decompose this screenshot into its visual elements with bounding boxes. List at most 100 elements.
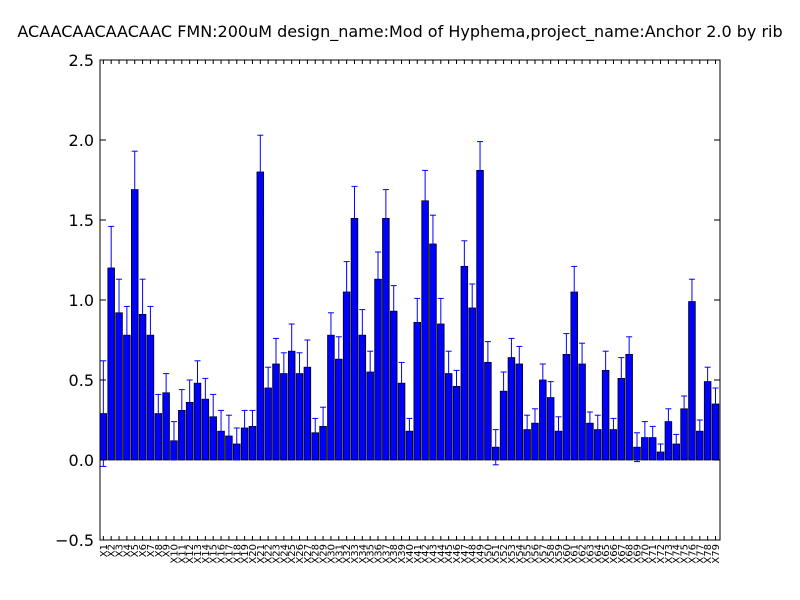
bar-X42: [421, 200, 429, 461]
error-bar-X58: [547, 381, 554, 415]
error-bar-X3: [116, 278, 123, 347]
x-tick-label: X6: [138, 544, 149, 557]
bar-X21: [256, 171, 265, 461]
x-tick-label: X79: [711, 544, 722, 564]
x-tick-label: X70: [640, 544, 651, 564]
x-tick-label: X37: [381, 544, 392, 564]
x-tick-label: X53: [507, 544, 518, 564]
error-bar-X31: [335, 336, 342, 383]
x-tick-label: X54: [515, 544, 526, 564]
x-tick-label: X19: [240, 544, 251, 564]
x-tick-label: X45: [444, 544, 455, 564]
error-bar-X13: [194, 360, 201, 407]
x-tick-label: X29: [319, 544, 330, 564]
x-tick-label: X72: [656, 544, 667, 564]
error-bar-X12: [186, 379, 193, 426]
error-bar-X5: [131, 150, 138, 229]
error-bar-X69: [634, 432, 641, 463]
bars-layer: [99, 169, 720, 461]
x-tick-label: X75: [680, 544, 691, 564]
x-tick-label: X51: [491, 544, 502, 564]
x-tick-label: X59: [554, 544, 565, 564]
error-bar-X19: [241, 409, 248, 447]
x-tick-label: X32: [342, 544, 353, 564]
y-tick-label: 0.5: [69, 371, 94, 390]
error-bar-X8: [155, 393, 162, 434]
x-tick-label: X24: [279, 544, 290, 564]
error-bar-X50: [484, 341, 491, 384]
x-tick-label: X14: [201, 544, 212, 564]
error-bar-X30: [327, 312, 334, 359]
error-bar-X52: [500, 371, 507, 411]
bar-X47: [460, 265, 469, 461]
x-tick-label: X77: [695, 544, 706, 564]
x-tick-label: X50: [483, 544, 494, 564]
x-tick-label: X57: [538, 544, 549, 564]
error-bar-X75: [681, 395, 688, 423]
x-axis: X1X2X3X4X5X6X7X8X9X10X11X12X13X14X15X16X…: [99, 60, 722, 564]
error-bar-X33: [351, 185, 358, 251]
x-tick-label: X11: [177, 544, 188, 564]
error-bar-X45: [445, 350, 452, 397]
x-tick-label: X74: [672, 544, 683, 564]
x-tick-label: X26: [295, 544, 306, 564]
x-tick-label: X2: [107, 544, 118, 557]
error-bar-X39: [398, 361, 405, 405]
error-bar-X59: [555, 416, 562, 447]
error-bar-X41: [414, 297, 421, 347]
error-bar-X18: [233, 427, 240, 461]
error-bar-X70: [641, 421, 648, 455]
error-bar-X78: [704, 366, 711, 397]
x-tick-label: X41: [413, 544, 424, 564]
error-bar-X40: [406, 417, 413, 445]
x-tick-label: X52: [499, 544, 510, 564]
x-tick-label: X10: [169, 544, 180, 564]
x-tick-label: X9: [162, 544, 173, 557]
error-bar-X15: [210, 393, 217, 440]
error-bar-X10: [170, 421, 177, 461]
x-tick-label: X18: [232, 544, 243, 564]
x-tick-label: X44: [436, 544, 447, 564]
error-bar-X57: [539, 363, 546, 397]
x-tick-label: X47: [460, 544, 471, 564]
x-tick-label: X67: [617, 544, 628, 564]
x-tick-label: X15: [209, 544, 220, 564]
error-bar-X77: [696, 419, 703, 443]
error-bar-X14: [202, 377, 209, 421]
x-tick-label: X36: [374, 544, 385, 564]
x-tick-label: X31: [334, 544, 345, 564]
x-tick-label: X34: [358, 544, 369, 564]
error-bar-X1: [100, 360, 107, 467]
x-tick-label: X63: [585, 544, 596, 564]
y-tick-label: 1.0: [69, 291, 94, 310]
x-tick-label: X71: [648, 544, 659, 564]
x-tick-label: X78: [703, 544, 714, 564]
x-tick-label: X7: [146, 544, 157, 557]
x-tick-label: X21: [256, 544, 267, 564]
error-bar-X49: [477, 141, 484, 200]
error-bar-X43: [429, 214, 436, 274]
x-tick-label: X64: [593, 544, 604, 564]
x-tick-label: X60: [562, 544, 573, 564]
x-tick-label: X28: [311, 544, 322, 564]
error-bar-X36: [375, 251, 382, 307]
x-tick-label: X69: [633, 544, 644, 564]
plot-frame: [99, 59, 721, 541]
error-bars-layer: [100, 134, 719, 467]
x-tick-label: X30: [326, 544, 337, 564]
x-tick-label: X20: [248, 544, 259, 564]
error-bar-X61: [571, 265, 578, 319]
x-tick-label: X12: [185, 544, 196, 564]
error-bar-X47: [461, 240, 468, 293]
error-bar-X22: [265, 366, 272, 410]
error-bar-X55: [524, 414, 531, 445]
error-bar-X38: [390, 285, 397, 338]
error-bar-X23: [272, 337, 279, 391]
error-bar-X72: [657, 443, 664, 461]
y-tick-label: 1.5: [69, 211, 94, 230]
error-bar-X35: [367, 350, 374, 394]
error-bar-X21: [257, 134, 264, 210]
error-bar-X11: [178, 389, 185, 432]
error-bar-X7: [147, 305, 154, 365]
error-bar-X53: [508, 337, 515, 378]
